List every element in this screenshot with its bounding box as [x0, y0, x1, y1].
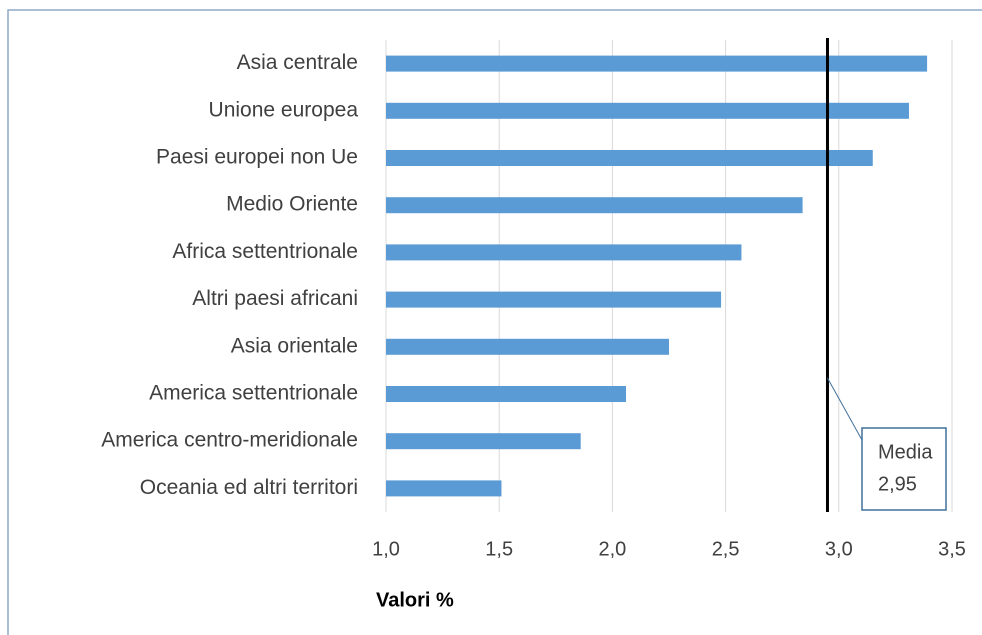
x-tick-label: 2,5 [712, 538, 740, 560]
frame [7, 9, 982, 635]
bar [386, 291, 722, 308]
y-tick-label: Oceania ed altri territori [140, 476, 358, 499]
bar [386, 197, 803, 214]
y-tick-label: Paesi europei non Ue [156, 146, 358, 169]
x-tick-label: 3,5 [938, 538, 966, 560]
bar [386, 338, 669, 355]
y-tick-label: Asia centrale [237, 51, 358, 74]
callout-value: 2,95 [878, 473, 917, 495]
callout-box [861, 427, 947, 511]
callout-line [827, 377, 863, 441]
y-tick-label: Medio Oriente [226, 193, 358, 216]
callout-name: Media [878, 441, 933, 463]
y-tick-label: Africa settentrionale [172, 240, 358, 263]
y-tick-label: America centro-meridionale [101, 429, 358, 452]
y-tick-label: Unione europea [209, 98, 359, 121]
bar [386, 244, 742, 261]
y-tick-label: America settentrionale [149, 382, 358, 405]
y-tick-label: Asia orientale [231, 334, 358, 357]
bar [386, 55, 928, 72]
bar [386, 102, 909, 119]
x-tick-label: 3,0 [825, 538, 853, 560]
x-axis-title: Valori % [376, 589, 454, 611]
bar [386, 433, 581, 450]
x-tick-label: 1,5 [485, 538, 513, 560]
bar [386, 150, 873, 166]
bar [386, 386, 626, 402]
x-tick-label: 1,0 [372, 538, 400, 560]
bar [386, 480, 502, 497]
x-tick-label: 2,0 [598, 538, 626, 560]
y-tick-label: Altri paesi africani [192, 287, 358, 310]
